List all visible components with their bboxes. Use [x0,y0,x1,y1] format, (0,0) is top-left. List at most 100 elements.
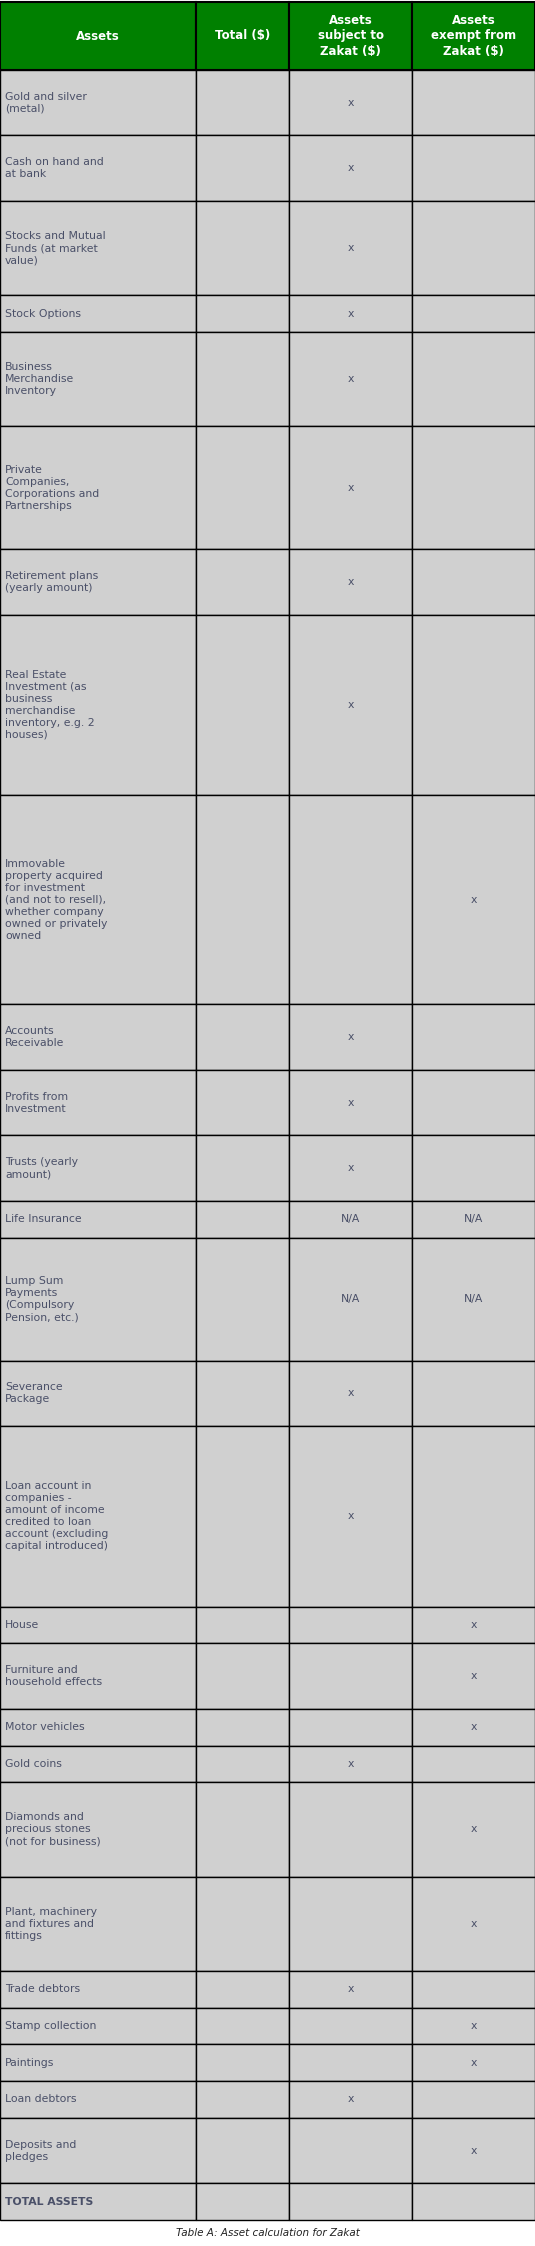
Bar [412,200,535,294]
Text: x: x [347,1983,354,1994]
Bar [196,1970,289,2008]
Bar [289,1878,412,1970]
Text: Diamonds and
precious stones
(not for business): Diamonds and precious stones (not for bu… [5,1813,101,1846]
Bar [0,332,196,427]
Bar [196,2008,289,2044]
Bar [196,1238,289,1361]
Bar [196,1878,289,1970]
Bar [412,135,535,200]
Bar [289,1745,412,1783]
Bar [0,1606,196,1644]
Bar [412,1426,535,1606]
Bar [0,795,196,1004]
Bar [289,1238,412,1361]
Text: x: x [347,701,354,710]
Text: x: x [470,2057,477,2069]
Bar [196,1361,289,1426]
Text: Life Insurance: Life Insurance [5,1215,82,1224]
Bar [196,615,289,795]
Bar [0,2118,196,2183]
Bar [412,1878,535,1970]
Bar [196,550,289,615]
Text: Stock Options: Stock Options [5,308,81,319]
Bar [289,1136,412,1202]
Bar [0,2082,196,2118]
Text: x: x [347,243,354,254]
Text: Gold coins: Gold coins [5,1759,62,1770]
Bar [196,1004,289,1069]
Bar [196,2118,289,2183]
Text: x: x [470,1619,477,1631]
Bar [412,1644,535,1709]
Text: x: x [347,1512,354,1521]
Bar [196,795,289,1004]
Text: Table A: Asset calculation for Zakat: Table A: Asset calculation for Zakat [175,2228,360,2237]
Text: Cash on hand and
at bank: Cash on hand and at bank [5,157,104,180]
Text: x: x [470,1671,477,1680]
Bar [412,2183,535,2219]
Text: x: x [470,1918,477,1929]
Bar [289,1069,412,1136]
Bar [0,615,196,795]
Bar [412,1606,535,1644]
Text: Deposits and
pledges: Deposits and pledges [5,2140,77,2161]
Text: x: x [347,1388,354,1399]
Text: x: x [347,1033,354,1042]
Bar [289,615,412,795]
Bar [412,1709,535,1745]
Text: Motor vehicles: Motor vehicles [5,1723,85,1732]
Bar [289,1361,412,1426]
Bar [0,1361,196,1426]
Bar [412,795,535,1004]
Bar [289,795,412,1004]
Text: Loan debtors: Loan debtors [5,2093,77,2105]
Bar [412,1361,535,1426]
Bar [0,427,196,550]
Bar [289,2118,412,2183]
Bar [196,135,289,200]
Text: N/A: N/A [341,1215,360,1224]
Text: x: x [347,483,354,492]
Bar [289,2,412,70]
Bar [289,1202,412,1238]
Text: Business
Merchandise
Inventory: Business Merchandise Inventory [5,362,74,395]
Bar [412,70,535,135]
Bar [289,1606,412,1644]
Bar [289,2008,412,2044]
Text: x: x [470,894,477,905]
Bar [289,332,412,427]
Text: x: x [347,1098,354,1107]
Bar [196,200,289,294]
Text: x: x [347,1163,354,1172]
Bar [412,1136,535,1202]
Bar [289,1783,412,1878]
Bar [289,135,412,200]
Bar [412,615,535,795]
Bar [412,2,535,70]
Bar [0,1136,196,1202]
Text: Private
Companies,
Corporations and
Partnerships: Private Companies, Corporations and Part… [5,465,100,510]
Bar [196,1426,289,1606]
Bar [196,332,289,427]
Text: N/A: N/A [341,1294,360,1305]
Text: Retirement plans
(yearly amount): Retirement plans (yearly amount) [5,570,98,593]
Text: Real Estate
Investment (as
business
merchandise
inventory, e.g. 2
houses): Real Estate Investment (as business merc… [5,669,95,739]
Text: x: x [347,99,354,108]
Bar [289,70,412,135]
Bar [196,1069,289,1136]
Bar [412,2008,535,2044]
Bar [0,1069,196,1136]
Bar [289,2082,412,2118]
Bar [196,427,289,550]
Bar [412,2082,535,2118]
Bar [289,294,412,332]
Text: x: x [347,164,354,173]
Text: x: x [347,2093,354,2105]
Bar [412,294,535,332]
Text: N/A: N/A [464,1215,483,1224]
Bar [0,135,196,200]
Bar [289,1004,412,1069]
Bar [196,2082,289,2118]
Bar [412,1745,535,1783]
Text: x: x [470,2021,477,2030]
